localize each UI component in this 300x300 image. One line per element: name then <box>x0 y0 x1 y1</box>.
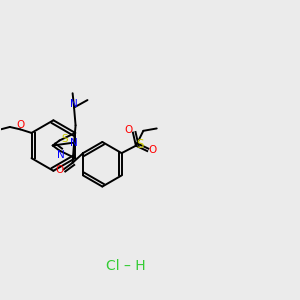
Text: O: O <box>56 165 64 175</box>
Text: S: S <box>136 138 144 151</box>
Text: N: N <box>57 150 64 160</box>
Text: N: N <box>70 99 78 109</box>
Text: S: S <box>61 134 68 144</box>
Text: Cl – H: Cl – H <box>106 259 146 273</box>
Text: N: N <box>70 138 78 148</box>
Text: O: O <box>148 146 157 155</box>
Text: O: O <box>16 120 24 130</box>
Text: O: O <box>124 125 133 135</box>
